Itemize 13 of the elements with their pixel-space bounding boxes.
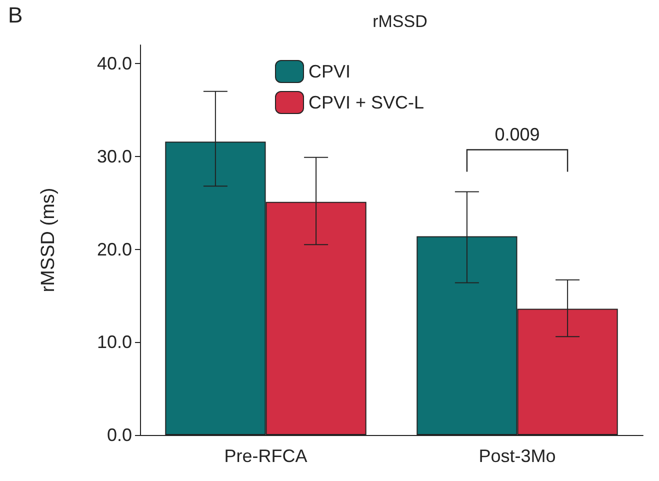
x-tick-label: Post-3Mo <box>478 446 556 466</box>
legend-label: CPVI + SVC-L <box>308 92 424 112</box>
y-tick-label: 0.0 <box>106 425 132 445</box>
annotation: 0.009 <box>494 124 540 145</box>
legend-label: CPVI <box>308 62 351 82</box>
y-tick-label: 40.0 <box>96 54 132 74</box>
y-tick-label: 10.0 <box>96 332 132 352</box>
y-axis-title: rMSSD (ms) <box>38 188 59 292</box>
text: B <box>8 2 23 28</box>
x-tick-label: Pre-RFCA <box>224 446 308 466</box>
y-tick-label: 20.0 <box>96 239 132 260</box>
chart-title: rMSSD <box>372 12 428 31</box>
y-tick-label: 30.0 <box>96 146 132 166</box>
